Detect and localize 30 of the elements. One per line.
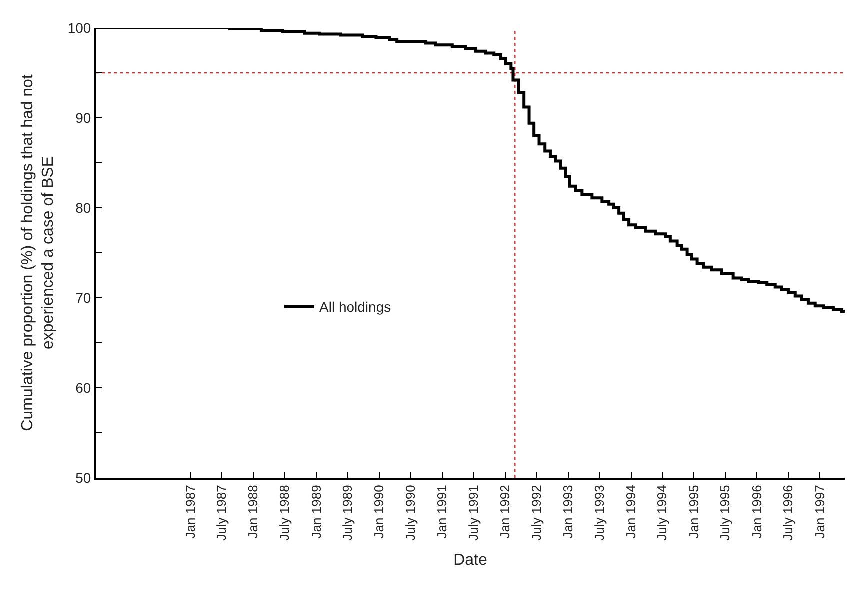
x-tick-label: Jan 1988 (246, 485, 261, 539)
y-tick-label: 100 (68, 20, 92, 36)
x-tick-label: July 1990 (402, 485, 418, 541)
x-tick-label: July 1994 (654, 485, 670, 541)
y-tick-label: 70 (76, 290, 92, 306)
x-tick-label: Jan 1994 (624, 485, 639, 539)
x-tick-label: July 1991 (466, 485, 481, 541)
x-tick-label: Jan 1987 (182, 485, 198, 539)
legend-label: All holdings (320, 299, 392, 316)
x-tick-label: July 1992 (528, 485, 544, 541)
x-tick-label: July 1987 (214, 485, 230, 541)
y-tick-label: 60 (76, 380, 92, 396)
x-tick-label: Jan 1993 (560, 485, 576, 539)
x-tick-label: July 1993 (592, 485, 607, 541)
x-tick-label: Jan 1995 (686, 485, 702, 539)
x-tick-label: Jan 1989 (308, 485, 324, 539)
x-axis-title: Date (454, 552, 488, 570)
y-tick-label: 50 (76, 470, 92, 486)
x-tick-label: July 1988 (277, 485, 292, 541)
y-tick-label: 90 (76, 110, 92, 126)
x-tick-label: Jan 1992 (498, 485, 513, 539)
x-tick-label: Jan 1996 (749, 485, 764, 539)
x-tick-label: Jan 1990 (372, 485, 387, 539)
y-axis-title: Cumulative proportion (%) of holdings that had not experienced a case of BSE (19, 74, 58, 432)
y-tick-label: 80 (76, 200, 92, 216)
x-tick-label: July 1989 (340, 485, 356, 541)
x-tick-label: Jan 1991 (434, 485, 450, 539)
x-tick-label: Jan 1997 (812, 485, 828, 539)
x-tick-label: July 1995 (718, 485, 733, 541)
x-tick-label: July 1996 (780, 485, 796, 541)
